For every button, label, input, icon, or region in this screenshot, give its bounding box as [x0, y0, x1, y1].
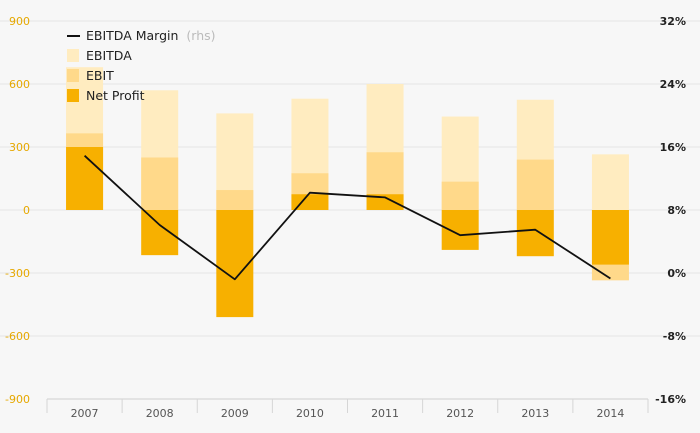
ebitda-margin-line — [83, 155, 611, 281]
net-profit-bar — [516, 210, 554, 257]
legend-ebit-label: EBIT — [86, 68, 114, 83]
left-tick-label: 0 — [23, 204, 30, 217]
right-tick-label: -8% — [663, 330, 686, 343]
legend-margin-suffix: (rhs) — [186, 28, 215, 43]
right-tick-label: 0% — [667, 267, 686, 280]
left-tick-label: -600 — [5, 330, 30, 343]
legend-ebitda-swatch — [67, 49, 79, 62]
net-profit-bar — [216, 210, 254, 318]
legend-net-profit-swatch — [67, 89, 79, 102]
x-tick-label: 2007 — [71, 407, 99, 420]
left-tick-label: 600 — [9, 78, 30, 91]
legend: EBITDA Margin (rhs) EBITDA EBIT Net Prof… — [67, 28, 216, 103]
x-tick-label: 2012 — [446, 407, 474, 420]
x-tick-label: 2010 — [296, 407, 324, 420]
right-tick-label: 32% — [660, 15, 686, 28]
net-profit-bar — [366, 194, 404, 210]
ebit-bar — [216, 190, 254, 210]
right-tick-label: -16% — [655, 393, 686, 406]
legend-ebit-swatch — [67, 69, 79, 82]
net-profit-bar — [66, 147, 104, 210]
x-tick-label: 2014 — [596, 407, 624, 420]
right-tick-label: 24% — [660, 78, 686, 91]
x-tick-label: 2009 — [221, 407, 249, 420]
ebit-bar — [141, 157, 179, 210]
net-profit-bar — [291, 194, 329, 210]
right-tick-label: 16% — [660, 141, 686, 154]
legend-ebitda-label: EBITDA — [86, 48, 132, 63]
left-tick-label: -900 — [5, 393, 30, 406]
grid-layer — [0, 20, 700, 413]
right-tick-label: 8% — [667, 204, 686, 217]
axis-layer: 900 32% 600 24% 300 16% 0 8% -300 0% -600 -8% -900 -1… — [5, 15, 686, 420]
net-profit-bar — [141, 210, 179, 256]
left-tick-label: -300 — [5, 267, 30, 280]
ebitda-bar — [591, 154, 629, 210]
x-tick-label: 2011 — [371, 407, 399, 420]
x-tick-label: 2013 — [521, 407, 549, 420]
ebit-bar — [516, 159, 554, 210]
bars-layer — [66, 67, 629, 318]
legend-margin-name: EBITDA Margin — [86, 28, 178, 43]
line-layer — [83, 155, 611, 281]
legend-margin-label: EBITDA Margin (rhs) — [86, 28, 216, 43]
left-tick-label: 900 — [9, 15, 30, 28]
ebit-bar — [441, 181, 479, 210]
left-tick-label: 300 — [9, 141, 30, 154]
net-profit-bar — [591, 210, 629, 265]
x-tick-label: 2008 — [146, 407, 174, 420]
net-profit-bar — [441, 210, 479, 250]
legend-net-profit-label: Net Profit — [86, 88, 145, 103]
